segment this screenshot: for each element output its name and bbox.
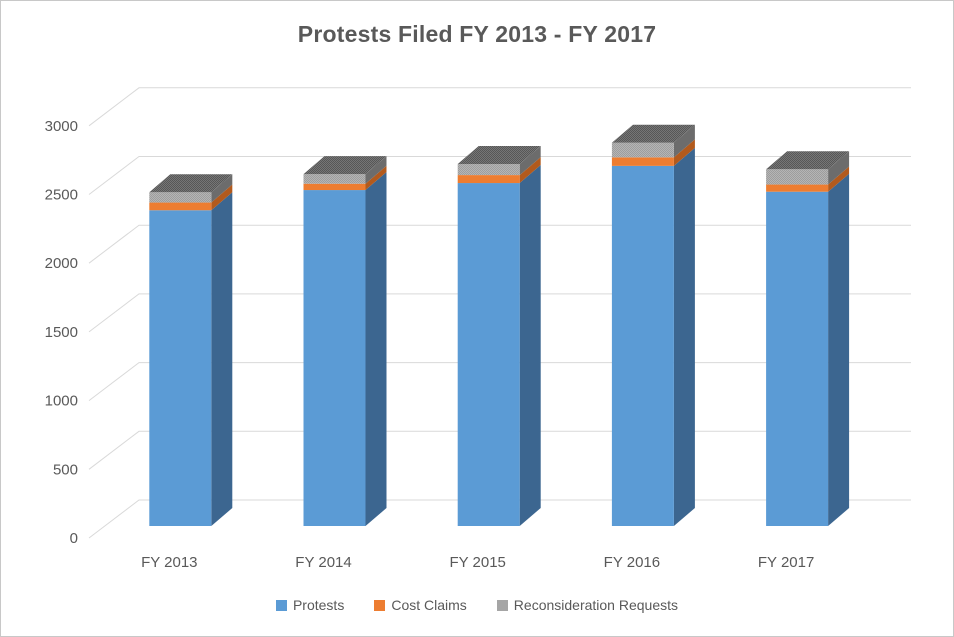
bar-fy-2017-side-cost-claims [828,166,850,192]
bar-fy-2015-side-reconsideration-requests [519,145,541,176]
legend-swatch-cost-claims [374,599,386,611]
legend-label-cost-claims: Cost Claims [391,597,467,613]
bar-fy-2016-side-cost-claims [673,139,695,166]
legend-item-reconsideration-requests: Reconsideration Requests [496,597,679,613]
gridline-3000 [88,87,911,127]
bar-fy-2017-segment-reconsideration-requests [766,169,829,185]
y-axis-label-3000: 3000 [45,118,78,135]
bar-fy-2017-segment-cost-claims [766,184,829,192]
chart-title: Protests Filed FY 2013 - FY 2017 [297,21,657,47]
y-axis-label-2000: 2000 [45,255,78,272]
bar-fy-2015-side-cost-claims [519,157,541,184]
legend-swatch-protests [275,599,287,611]
bar-fy-2013-side-reconsideration-requests [211,174,233,203]
bar-fy-2013-segment-protests [149,210,212,526]
bar-fy-2017-side-protests [828,173,850,526]
y-axis-label-2500: 2500 [45,187,78,204]
bar-column-fy-2016 [611,124,695,526]
legend-item-protests: Protests [275,597,345,613]
bar-fy-2015-side-protests [519,165,541,526]
x-axis-label-fy-2015: FY 2015 [449,554,505,571]
bar-fy-2017-segment-protests [766,191,829,526]
x-axis-label-fy-2016: FY 2016 [604,554,660,571]
bar-fy-2016-segment-cost-claims [611,157,674,166]
bar-column-fy-2014 [303,156,387,526]
bar-fy-2014-segment-reconsideration-requests [303,174,366,184]
legend-label-protests: Protests [292,597,345,613]
bar-fy-2017-top-face [766,151,850,170]
bar-column-fy-2015 [457,145,541,526]
bar-fy-2014-segment-cost-claims [303,183,366,191]
bar-fy-2014-segment-protests [303,190,366,526]
bars [149,124,850,526]
y-axis-label-500: 500 [53,461,78,478]
y-axis-label-1000: 1000 [45,393,78,410]
bar-fy-2014-side-cost-claims [365,165,387,191]
legend-label-reconsideration-requests: Reconsideration Requests [513,597,679,613]
bar-column-fy-2013 [149,174,233,526]
bar-fy-2013-side-protests [211,192,233,526]
y-axis-label-0: 0 [70,530,78,547]
bar-fy-2017-side-reconsideration-requests [828,151,850,185]
bar-fy-2016-side-reconsideration-requests [673,124,695,158]
bar-fy-2016-segment-protests [611,165,674,526]
x-axis-label-fy-2017: FY 2017 [758,554,814,571]
y-axis-label-1500: 1500 [45,324,78,341]
bar-column-fy-2017 [766,151,850,526]
bar-fy-2015-top-face [457,145,541,164]
legend: Protests Cost Claims Reconsideration Reque… [1,597,953,613]
bar-fy-2015-segment-cost-claims [457,175,520,184]
bar-fy-2013-top-face [149,174,233,193]
bar-fy-2014-side-protests [365,172,387,526]
bar-fy-2016-top-face [611,124,695,143]
bar-fy-2013-segment-cost-claims [149,202,212,211]
bar-fy-2016-side-protests [673,147,695,526]
bar-fy-2014-top-face [303,156,387,175]
bar-fy-2015-segment-reconsideration-requests [457,163,520,176]
bar-fy-2016-segment-reconsideration-requests [611,142,674,158]
bar-fy-2013-segment-reconsideration-requests [149,192,212,203]
bar-fy-2013-side-cost-claims [211,184,233,211]
x-axis-labels: FY 2013 FY 2014 FY 2015 FY 2016 FY 2017 [141,554,814,571]
bar-fy-2014-side-reconsideration-requests [365,156,387,184]
bar-fy-2015-segment-protests [457,183,520,526]
legend-item-cost-claims: Cost Claims [374,597,467,613]
x-axis-label-fy-2014: FY 2014 [295,554,351,571]
x-axis-label-fy-2013: FY 2013 [141,554,197,571]
legend-swatch-reconsideration-requests [496,599,508,611]
y-axis-labels: 0 500 1000 1500 2000 2500 3000 [45,118,78,547]
